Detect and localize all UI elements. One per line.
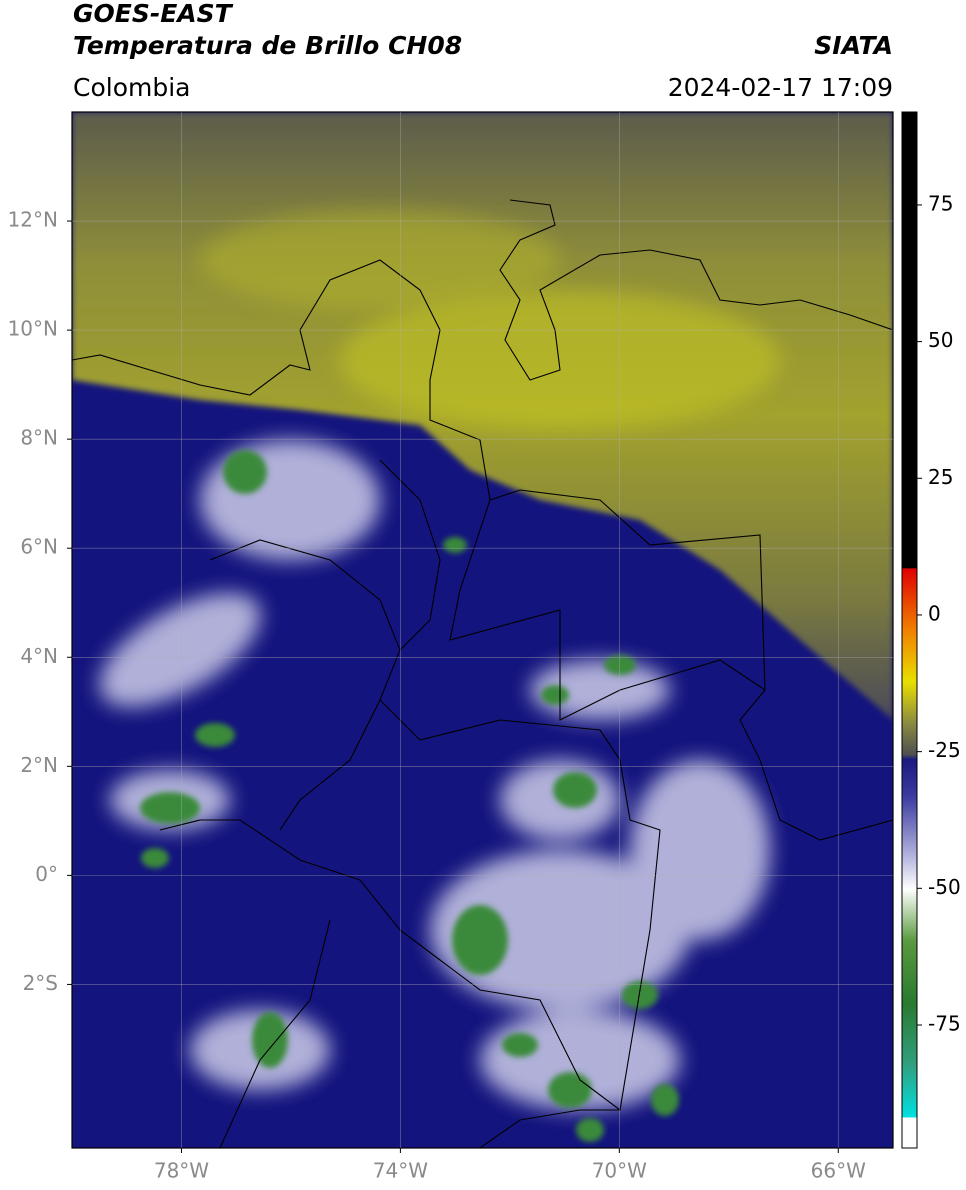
lat-tick-label: 0° [35, 862, 58, 886]
colorbar-tick-label: 0 [928, 601, 941, 625]
lat-tick-label: 10°N [8, 317, 58, 341]
colorbar-tick-label: 75 [928, 191, 953, 215]
lon-tick-label: 70°W [592, 1159, 647, 1183]
colorbar-tick-label: -25 [928, 738, 961, 762]
borders [72, 199, 893, 1148]
region: Colombia [73, 73, 190, 102]
subtitle: Temperatura de Brillo CH08 [73, 31, 462, 60]
lat-tick-label: 8°N [20, 426, 58, 450]
satellite-image [72, 112, 893, 1148]
lat-tick-label: 4°N [20, 644, 58, 668]
lon-tick-label: 66°W [811, 1159, 866, 1183]
title: GOES-EAST [73, 0, 234, 28]
colorbar-tick-label: 25 [928, 465, 953, 489]
timestamp: 2024-02-17 17:09 [668, 73, 893, 102]
lat-tick-label: 2°S [23, 971, 58, 995]
lon-tick-label: 74°W [373, 1159, 428, 1183]
lat-tick-label: 2°N [20, 753, 58, 777]
source: SIATA [814, 31, 893, 60]
colorbar [901, 111, 918, 1149]
colorbar-tick-label: -50 [928, 875, 961, 899]
lon-tick-label: 78°W [154, 1159, 209, 1183]
lat-tick-label: 6°N [20, 535, 58, 559]
lat-tick-label: 12°N [8, 208, 58, 232]
colorbar-tick-label: 50 [928, 328, 953, 352]
map-frame [71, 111, 894, 1149]
colorbar-tick-label: -75 [928, 1011, 961, 1035]
